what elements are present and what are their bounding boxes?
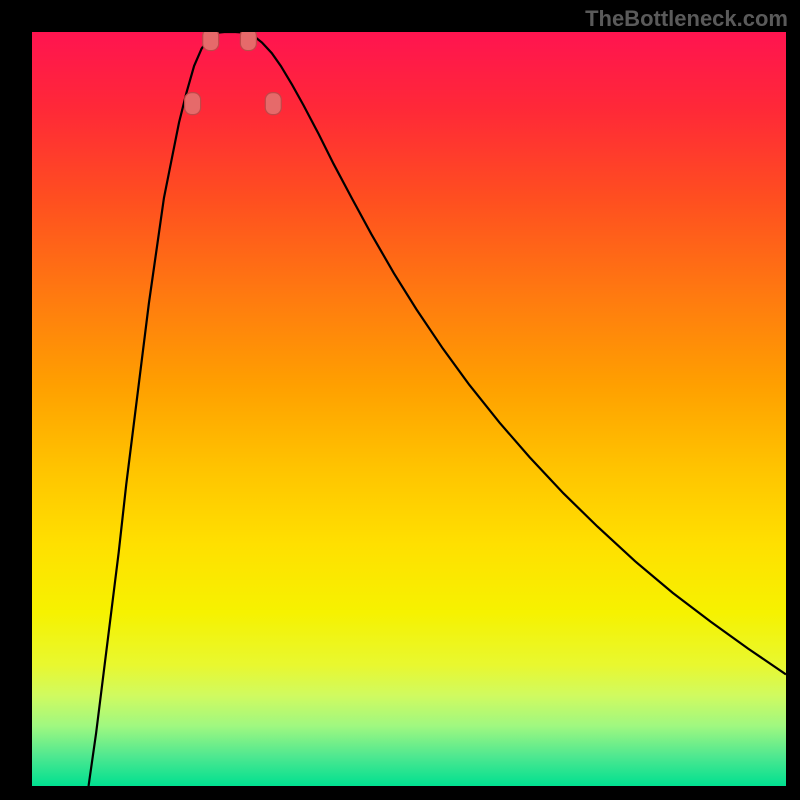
curve-marker bbox=[185, 93, 201, 115]
curve-marker bbox=[203, 32, 219, 51]
chart-container: TheBottleneck.com bbox=[0, 0, 800, 800]
curve-marker bbox=[240, 32, 256, 51]
plot-area bbox=[32, 32, 786, 786]
curve-marker bbox=[265, 93, 281, 115]
curve-layer bbox=[32, 32, 786, 786]
watermark-text: TheBottleneck.com bbox=[585, 6, 788, 32]
bottleneck-curve bbox=[89, 32, 786, 786]
marker-group bbox=[185, 32, 282, 115]
